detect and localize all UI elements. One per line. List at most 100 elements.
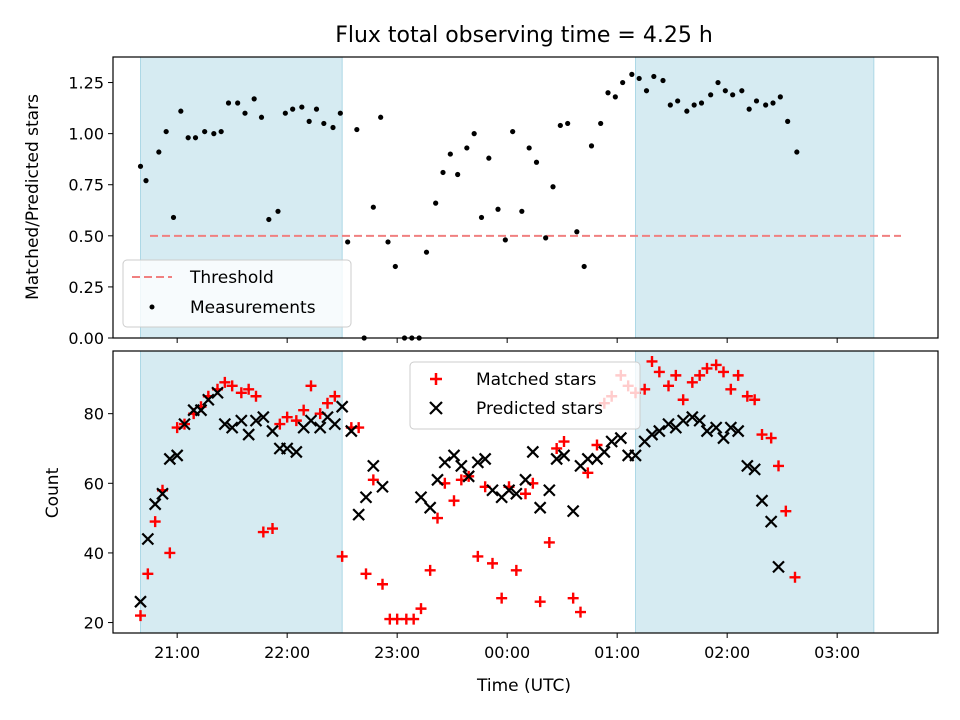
measurements-point xyxy=(143,178,149,184)
matched-stars-point xyxy=(510,564,522,576)
predicted-stars-point xyxy=(352,508,365,521)
predicted-stars-point xyxy=(376,480,389,494)
measurements-point xyxy=(667,102,673,108)
predicted-stars-point xyxy=(741,459,754,473)
x-tick-label: 03:00 xyxy=(814,643,860,662)
predicted-stars-point xyxy=(266,424,279,438)
predicted-stars-point xyxy=(447,449,461,462)
measurements-point xyxy=(526,145,532,151)
predicted-stars-point xyxy=(772,560,785,574)
predicted-stars-point xyxy=(163,452,177,466)
measurements-point xyxy=(510,128,516,135)
matched-stars-point xyxy=(663,380,674,392)
x-tick-label: 21:00 xyxy=(154,643,200,662)
measurements-point xyxy=(251,96,257,102)
measurements-point xyxy=(275,208,281,214)
measurements-point xyxy=(471,131,477,137)
count-observing-window-2 xyxy=(635,350,875,634)
predicted-stars-point xyxy=(581,452,595,466)
measurements-point xyxy=(739,88,745,94)
matched-stars-point xyxy=(575,606,586,618)
measurements-point xyxy=(565,120,571,127)
predicted-stars-point xyxy=(709,421,723,434)
measurements-point xyxy=(337,110,343,116)
count-y-tick-label: 20 xyxy=(84,614,104,633)
matched-stars-point xyxy=(543,536,555,548)
predicted-stars-point xyxy=(748,463,761,476)
matched-stars-point xyxy=(274,418,286,430)
predicted-stars-point xyxy=(717,431,730,445)
measurements-point xyxy=(299,104,305,110)
matched-stars-point xyxy=(639,383,651,395)
measurements-point xyxy=(433,200,439,206)
matched-legend-label: Matched stars xyxy=(476,370,596,390)
predicted-stars-point xyxy=(686,410,699,424)
ratio-legend: Threshold Measurements xyxy=(122,259,352,328)
count-panel: 20 40 60 80 21:00 22:00 23:00 00:00 01:00 02:00 03… xyxy=(43,350,939,696)
predicted-stars-point xyxy=(764,515,778,528)
measurements-point xyxy=(313,106,320,112)
predicted-stars-point xyxy=(629,449,642,462)
measurements-point xyxy=(722,88,728,94)
predicted-stars-point xyxy=(526,445,540,459)
matched-stars-point xyxy=(701,362,713,374)
ratio-legend-box xyxy=(122,259,352,328)
matched-stars-point xyxy=(725,383,737,395)
matched-stars-point xyxy=(520,488,531,500)
predicted-legend-label: Predicted stars xyxy=(476,399,603,419)
measurements-point xyxy=(643,88,650,94)
matched-stars-point xyxy=(558,436,570,448)
predicted-stars-point xyxy=(134,595,147,608)
measurements-point xyxy=(290,106,296,112)
matched-stars-point xyxy=(732,369,744,381)
measurements-point xyxy=(225,100,232,106)
measurements-point xyxy=(770,100,776,106)
measurements-point xyxy=(691,102,697,108)
chart-title: Flux total observing time = 4.25 h xyxy=(335,23,713,48)
matched-stars-point xyxy=(142,568,154,580)
matched-stars-point xyxy=(322,397,333,409)
matched-stars-point xyxy=(773,460,784,472)
measurements-point xyxy=(156,149,162,155)
matched-stars-point xyxy=(243,383,255,395)
measurements-point xyxy=(620,79,626,86)
matched-stars-point xyxy=(789,571,801,583)
measurements-point xyxy=(370,204,376,210)
measurements-point xyxy=(651,73,657,80)
predicted-stars-point xyxy=(438,456,452,469)
predicted-stars-point xyxy=(313,421,327,434)
measurements-point xyxy=(557,122,563,129)
matched-stars-point xyxy=(749,394,761,406)
matched-stars-point xyxy=(432,512,443,524)
predicted-stars-point xyxy=(235,414,248,427)
measurements-point xyxy=(746,106,752,112)
measurements-point xyxy=(440,169,446,176)
measurements-point xyxy=(455,171,461,178)
predicted-stars-point xyxy=(566,504,580,518)
measurements-point xyxy=(495,206,501,212)
predicted-stars-point xyxy=(335,400,349,413)
matched-stars-point xyxy=(219,376,231,388)
predicted-stars-point xyxy=(194,403,208,417)
predicted-stars-point xyxy=(662,417,675,431)
x-tick-label: 23:00 xyxy=(374,643,420,662)
predicted-stars-point xyxy=(557,449,571,462)
measurements-point xyxy=(258,114,265,120)
measurements-point xyxy=(235,100,241,106)
matched-stars-point xyxy=(290,415,302,427)
measurements-point xyxy=(170,214,177,221)
matched-stars-point xyxy=(591,439,603,451)
matched-stars-point xyxy=(164,547,176,559)
measurements-point xyxy=(163,128,169,135)
matched-stars-point xyxy=(646,355,658,367)
measurements-point xyxy=(464,145,470,151)
matched-stars-point xyxy=(756,429,768,441)
matched-stars-point xyxy=(582,467,594,479)
predicted-stars-point xyxy=(519,473,532,487)
measurements-point xyxy=(533,159,540,165)
ratio-y-axis-label: Matched/Predicted stars xyxy=(23,94,43,300)
measurements-point xyxy=(282,110,288,116)
measurements-point xyxy=(306,118,312,124)
measurements-point xyxy=(636,75,642,82)
matched-stars-point xyxy=(377,578,388,590)
